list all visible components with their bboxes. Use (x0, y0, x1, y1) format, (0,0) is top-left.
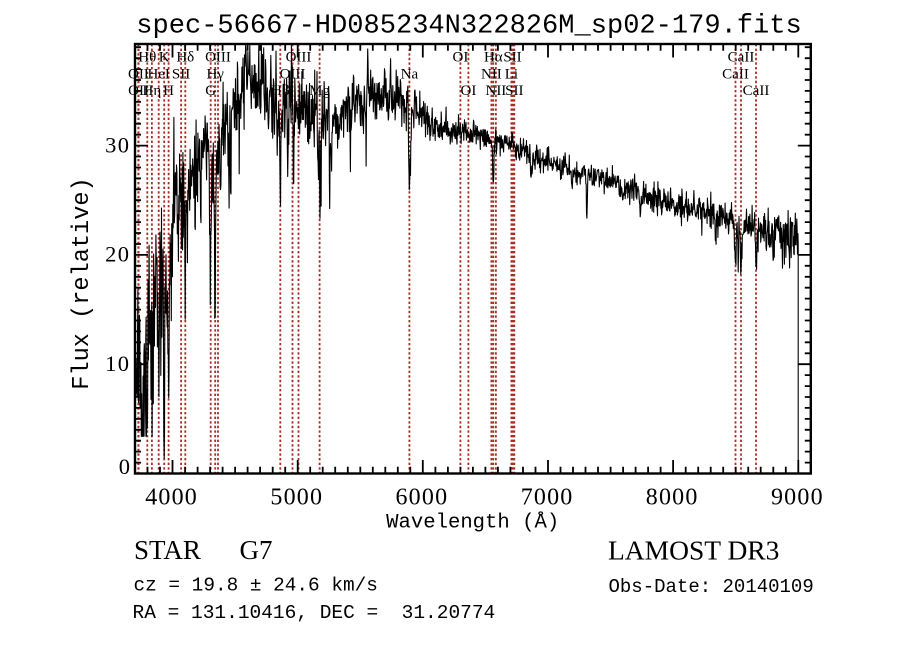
svg-text:Na: Na (401, 67, 419, 83)
svg-text:CaII: CaII (728, 50, 755, 66)
svg-text:6000: 6000 (395, 485, 448, 511)
svg-text:OIII: OIII (205, 50, 231, 66)
svg-text:spec-56667-HD085234N322826M_sp: spec-56667-HD085234N322826M_sp02-179.fit… (136, 11, 801, 42)
svg-text:HeI: HeI (147, 67, 170, 83)
svg-text:NII: NII (481, 67, 502, 83)
svg-text:cz = 19.8 ± 24.6 km/s: cz = 19.8 ± 24.6 km/s (134, 575, 378, 597)
svg-text:Wavelength (Å): Wavelength (Å) (386, 512, 559, 535)
svg-text:OII: OII (128, 83, 149, 99)
svg-text:SII: SII (503, 50, 521, 66)
svg-text:0: 0 (119, 454, 132, 479)
svg-text:8000: 8000 (646, 485, 699, 511)
svg-text:OI: OI (452, 50, 468, 66)
svg-text:RA = 131.10416, DEC = 31.2077: RA = 131.10416, DEC = 31.20774 (133, 602, 496, 624)
svg-text:G7: G7 (240, 535, 273, 565)
svg-text:OIII: OIII (280, 67, 306, 83)
svg-text:Hβ: Hβ (271, 83, 289, 99)
svg-text:K: K (159, 50, 170, 66)
svg-text:9000: 9000 (771, 485, 824, 511)
svg-text:Li: Li (505, 67, 518, 83)
svg-text:H: H (163, 83, 174, 99)
svg-text:LAMOST DR3: LAMOST DR3 (608, 535, 779, 566)
svg-text:Hα: Hα (484, 50, 503, 66)
svg-text:Hθ: Hθ (138, 50, 156, 66)
svg-text:CaII: CaII (743, 83, 770, 99)
svg-text:STAR: STAR (134, 535, 201, 565)
svg-text:Hγ: Hγ (206, 67, 224, 83)
svg-text:NII: NII (485, 83, 506, 99)
svg-text:4000: 4000 (145, 485, 198, 511)
svg-text:7000: 7000 (521, 485, 574, 511)
svg-text:SII: SII (172, 67, 190, 83)
svg-text:Hδ: Hδ (176, 50, 194, 66)
svg-text:OII: OII (128, 67, 149, 83)
svg-text:OIII: OIII (286, 50, 312, 66)
svg-text:5000: 5000 (270, 485, 323, 511)
svg-text:30: 30 (105, 132, 130, 157)
svg-text:CaII: CaII (722, 67, 749, 83)
svg-text:G: G (205, 83, 216, 99)
svg-text:Mg: Mg (309, 83, 330, 99)
svg-text:10: 10 (105, 351, 130, 376)
svg-text:Flux (relative): Flux (relative) (69, 177, 96, 389)
svg-text:Hη: Hη (143, 83, 162, 99)
svg-text:OI: OI (460, 83, 476, 99)
svg-text:Obs-Date: 20140109: Obs-Date: 20140109 (609, 576, 814, 598)
svg-text:SII: SII (505, 83, 523, 99)
svg-text:20: 20 (105, 242, 130, 267)
